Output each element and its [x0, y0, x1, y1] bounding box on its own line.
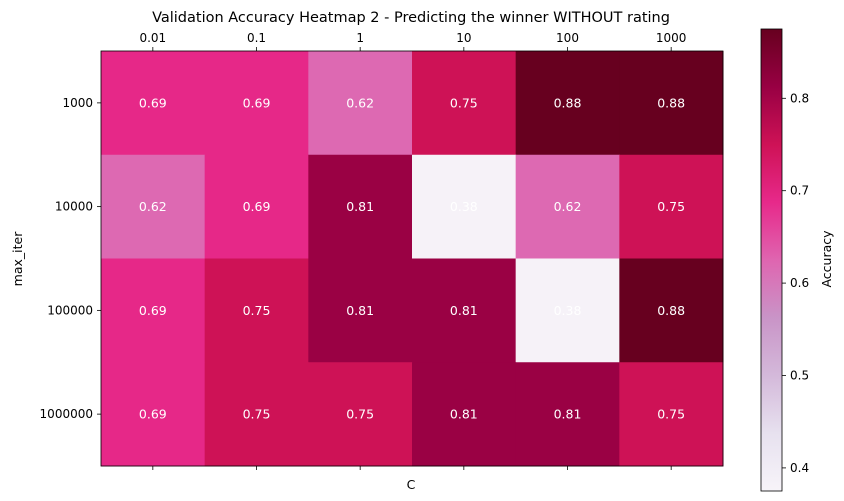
cell-value-label: 0.69 — [139, 95, 167, 110]
x-tick-label: 1000 — [656, 31, 687, 45]
heatmap-cell — [204, 154, 309, 259]
y-tick-label: 100000 — [47, 303, 93, 317]
cell-value-label: 0.81 — [346, 199, 374, 214]
heatmap-cell — [515, 258, 620, 363]
x-tick-label: 1 — [356, 31, 364, 45]
cell-value-label: 0.69 — [139, 407, 167, 422]
cell-value-label: 0.75 — [243, 303, 271, 318]
heatmap-cell-labels: 0.69 0.69 0.62 0.75 0.88 0.88 0.62 0.69 0.81 0.38… — [139, 95, 685, 421]
heatmap-cell — [515, 51, 620, 156]
y-axis-label: max_iter — [10, 231, 25, 287]
y-axis-ticks: 1000 10000 100000 1000000 — [40, 96, 101, 421]
heatmap-cell — [308, 258, 413, 363]
cell-value-label: 0.62 — [346, 95, 374, 110]
cell-value-label: 0.81 — [346, 303, 374, 318]
heatmap-cell — [101, 51, 206, 156]
heatmap-cell — [308, 362, 413, 467]
cell-value-label: 0.75 — [450, 95, 478, 110]
heatmap-cell — [412, 258, 517, 363]
heatmap-cell — [412, 362, 517, 467]
heatmap-cell — [515, 362, 620, 467]
heatmap-cell — [308, 51, 413, 156]
heatmap-cell — [619, 154, 724, 259]
colorbar-tick-label: 0.5 — [790, 369, 809, 383]
colorbar-tick-label: 0.4 — [790, 461, 809, 475]
cell-value-label: 0.75 — [657, 407, 685, 422]
cell-value-label: 0.38 — [450, 199, 478, 214]
heatmap-cell — [619, 51, 724, 156]
cell-value-label: 0.81 — [450, 303, 478, 318]
heatmap-cell — [412, 51, 517, 156]
x-axis-label: C — [407, 477, 416, 492]
colorbar-label: Accuracy — [819, 230, 834, 288]
cell-value-label: 0.62 — [554, 199, 582, 214]
cell-value-label: 0.75 — [657, 199, 685, 214]
heatmap-cell — [101, 362, 206, 467]
x-tick-label: 0.01 — [139, 31, 166, 45]
cell-value-label: 0.88 — [657, 95, 685, 110]
heatmap-cell — [204, 362, 309, 467]
heatmap-cell — [619, 362, 724, 467]
heatmap-cell — [308, 154, 413, 259]
cell-value-label: 0.81 — [554, 407, 582, 422]
y-tick-label: 1000000 — [40, 407, 93, 421]
heatmap-cell — [204, 51, 309, 156]
x-tick-label: 100 — [556, 31, 579, 45]
x-axis-ticks: 0.01 0.1 1 10 100 1000 — [139, 31, 686, 470]
y-tick-label: 1000 — [62, 96, 93, 110]
heatmap-cell — [412, 154, 517, 259]
heatmap-cells — [101, 51, 724, 467]
colorbar-tick-label: 0.6 — [790, 276, 809, 290]
cell-value-label: 0.81 — [450, 407, 478, 422]
x-tick-label: 0.1 — [247, 31, 266, 45]
x-tick-label: 10 — [456, 31, 471, 45]
cell-value-label: 0.88 — [657, 303, 685, 318]
cell-value-label: 0.62 — [139, 199, 167, 214]
cell-value-label: 0.75 — [346, 407, 374, 422]
colorbar-tick-label: 0.8 — [790, 91, 809, 105]
cell-value-label: 0.69 — [243, 199, 271, 214]
heatmap-cell — [101, 258, 206, 363]
colorbar — [760, 28, 783, 492]
colorbar-tick-label: 0.7 — [790, 184, 809, 198]
y-tick-label: 10000 — [55, 200, 93, 214]
colorbar-ticks: 0.4 0.5 0.6 0.7 0.8 — [782, 91, 809, 475]
heatmap-cell — [204, 258, 309, 363]
cell-value-label: 0.88 — [554, 95, 582, 110]
heatmap-cell — [619, 258, 724, 363]
plot-frame — [100, 50, 724, 467]
cell-value-label: 0.75 — [243, 407, 271, 422]
heatmap-cell — [101, 154, 206, 259]
cell-value-label: 0.38 — [554, 303, 582, 318]
cell-value-label: 0.69 — [139, 303, 167, 318]
heatmap-cell — [515, 154, 620, 259]
chart-title: Validation Accuracy Heatmap 2 - Predicti… — [152, 10, 670, 26]
cell-value-label: 0.69 — [243, 95, 271, 110]
